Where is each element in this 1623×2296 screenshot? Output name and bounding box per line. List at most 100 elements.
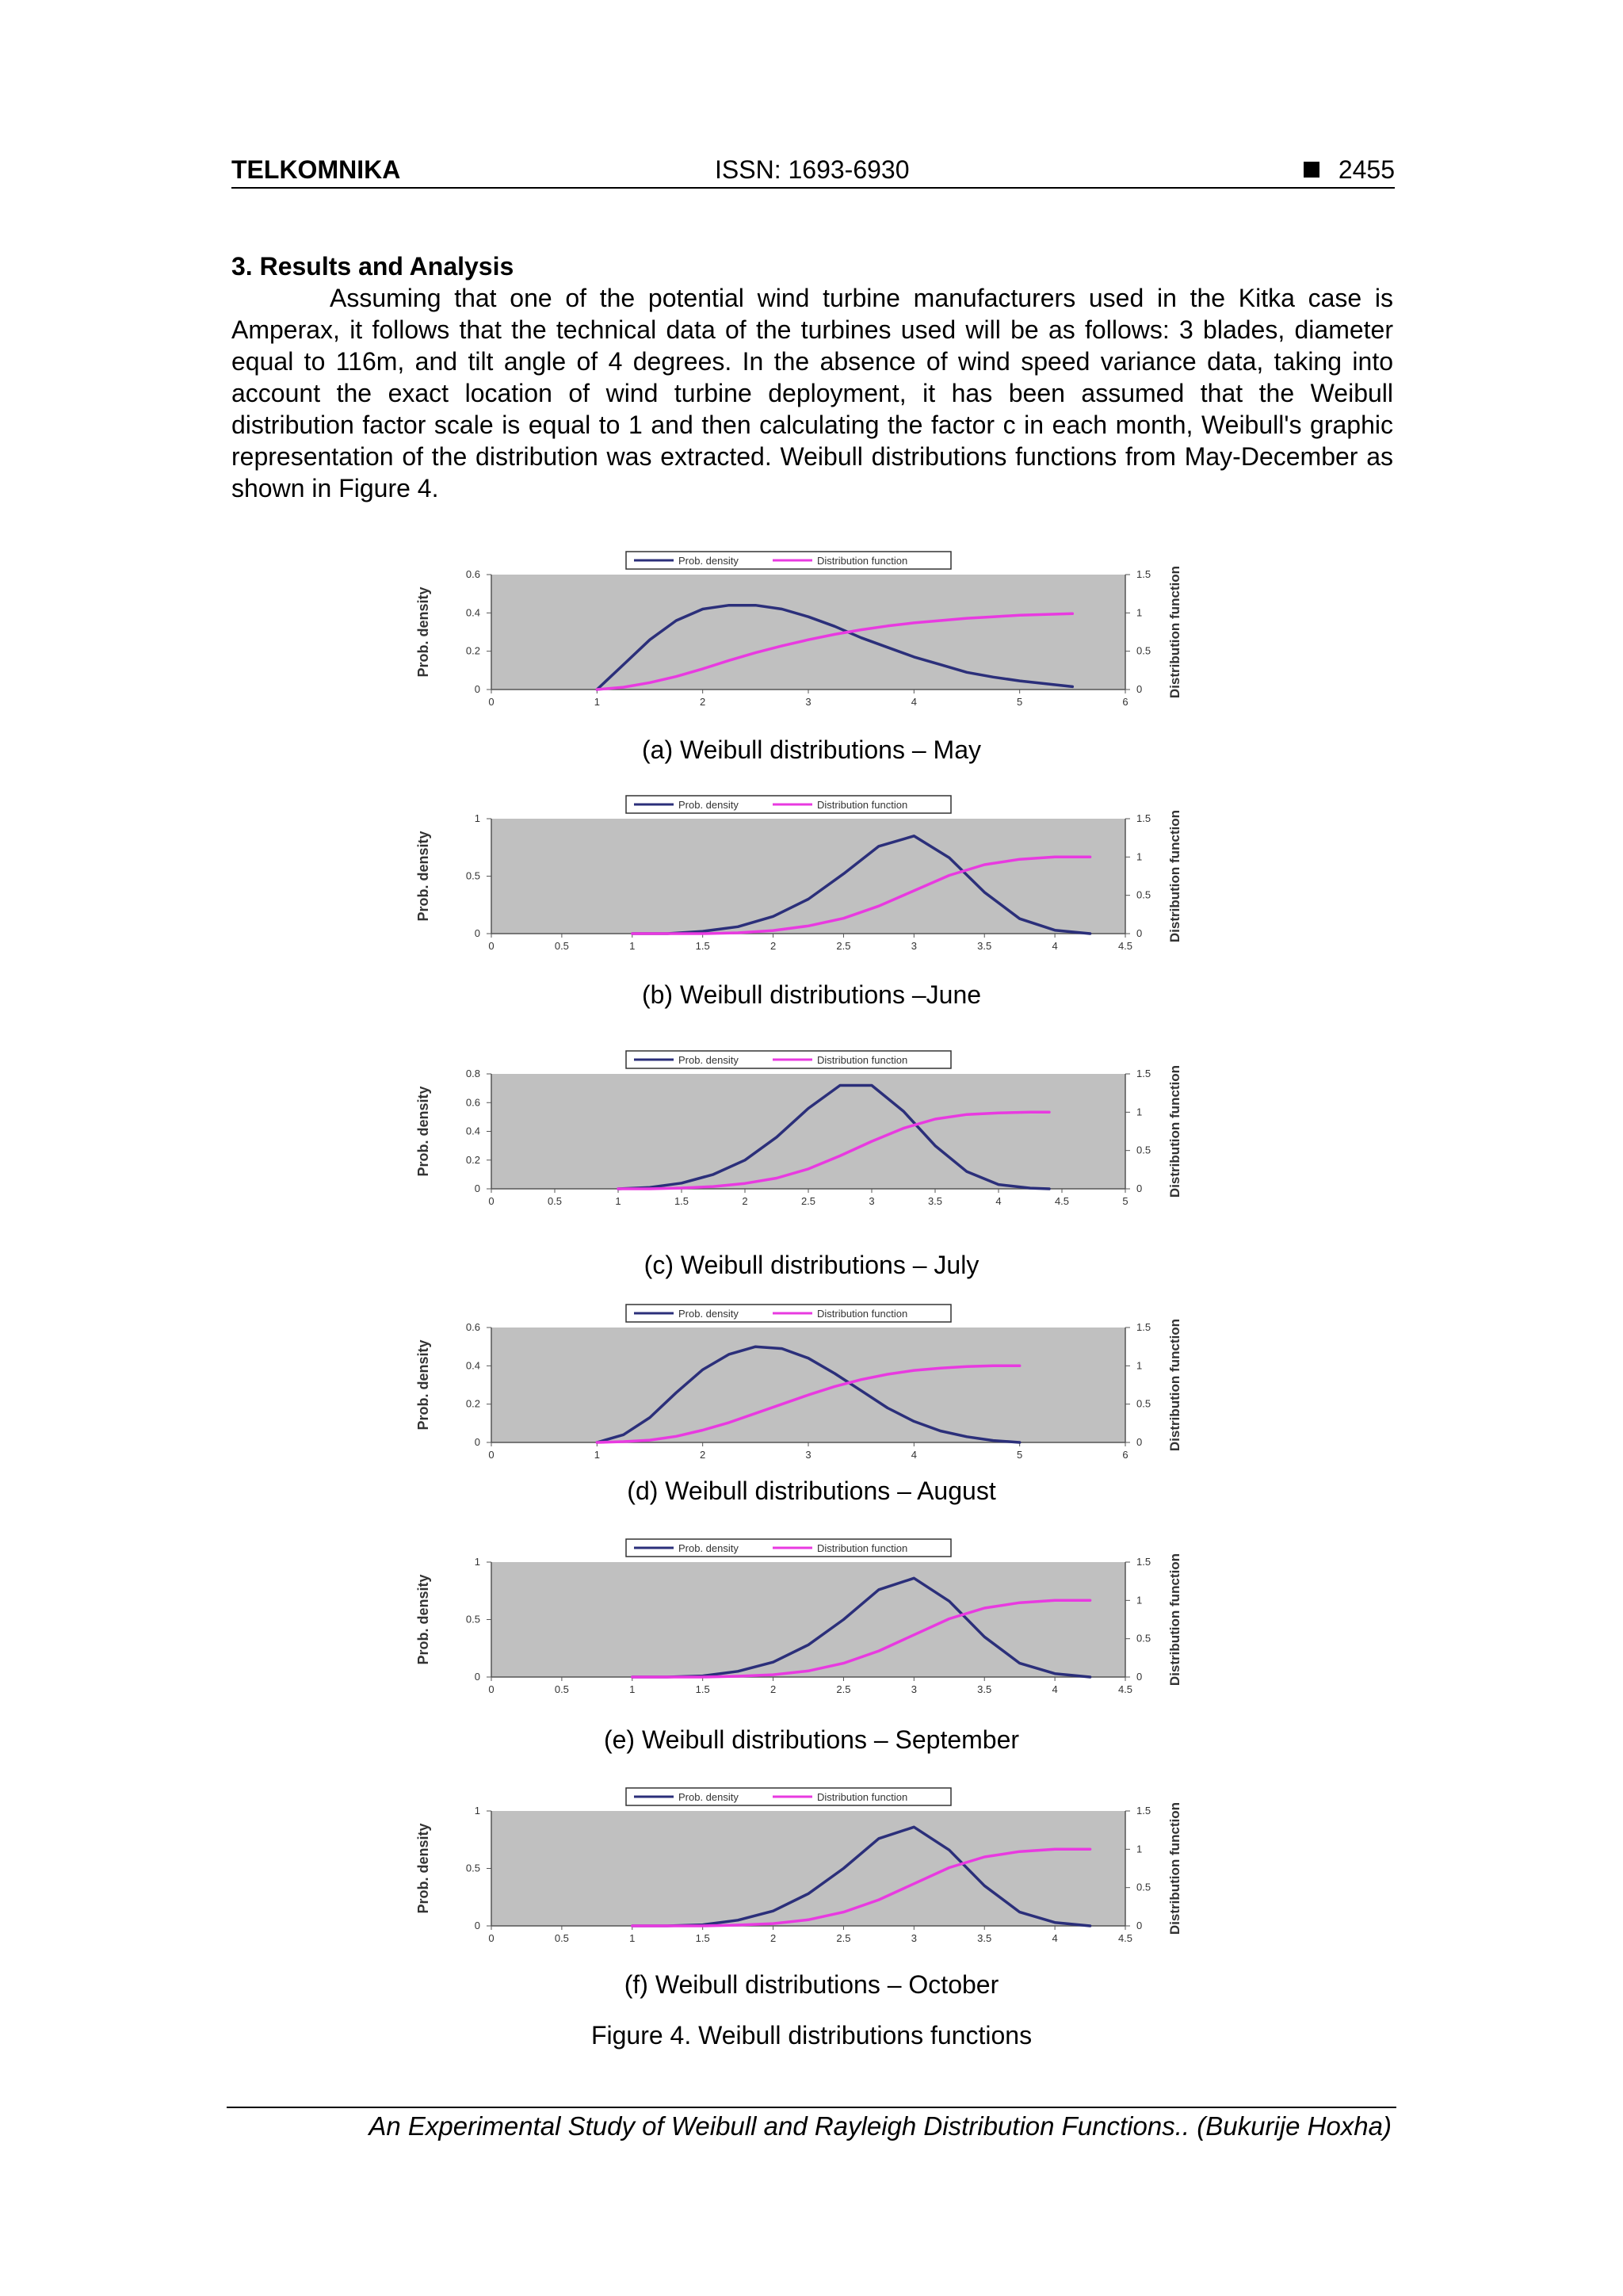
- series-line-prob-density: [631, 835, 1092, 935]
- issn: ISSN: 1693-6930: [715, 155, 910, 184]
- x-tick-label: 4.5: [1118, 1932, 1132, 1944]
- y2-tick-label: 1.5: [1136, 568, 1151, 580]
- y-tick-label: 0.8: [466, 1068, 480, 1079]
- y-tick-label: 0.6: [466, 1321, 480, 1333]
- x-tick-label: 3: [805, 696, 811, 708]
- y2-tick-label: 1.5: [1136, 812, 1151, 824]
- x-tick-label: 2: [742, 1195, 747, 1207]
- x-tick-label: 5: [1017, 1449, 1022, 1461]
- x-tick-label: 2: [770, 940, 776, 952]
- y2-tick-label: 0.5: [1136, 1881, 1151, 1893]
- y2-tick-label: 0: [1136, 1436, 1142, 1448]
- y-tick-label: 0: [475, 927, 480, 939]
- x-tick-label: 2: [700, 696, 705, 708]
- legend-label-density: Prob. density: [678, 1791, 739, 1803]
- y-tick-label: 1: [475, 1556, 480, 1568]
- x-tick-label: 4.5: [1118, 940, 1132, 952]
- y-tick-label: 0: [475, 1920, 480, 1931]
- journal-name: TELKOMNIKA: [231, 155, 401, 184]
- x-tick-label: 1.5: [674, 1195, 689, 1207]
- x-tick-label: 1: [629, 1932, 635, 1944]
- x-tick-label: 0: [488, 1195, 494, 1207]
- y-tick-label: 0.5: [466, 1862, 480, 1874]
- square-bullet-icon: [1303, 162, 1319, 178]
- caption-july: (c) Weibull distributions – July: [643, 1251, 980, 1279]
- y2-tick-label: 0.5: [1136, 1144, 1151, 1156]
- chart-june: 0 0.5 1 1.5 2 2.5 3 3.5 4 4.5 0 0.5 1 0 0.5 1 1.5 Prob. d…: [415, 795, 1182, 952]
- y-tick-label: 0.2: [466, 1398, 480, 1410]
- series-line-prob-density: [595, 1345, 1022, 1444]
- y-tick-label: 0: [475, 683, 480, 695]
- x-tick-label: 4: [1052, 940, 1057, 952]
- legend-label-distribution: Distribution function: [817, 1054, 907, 1066]
- x-tick-label: 3: [911, 940, 917, 952]
- y2-tick-label: 0.5: [1136, 645, 1151, 657]
- x-tick-label: 4: [1052, 1932, 1057, 1944]
- series-line-prob-density: [595, 603, 1075, 691]
- y-tick-label: 0.6: [466, 568, 480, 580]
- series-line-distribution-function: [595, 612, 1075, 691]
- paragraph-text: Assuming that one of the potential wind …: [231, 284, 1393, 502]
- y-axis-title: Prob. density: [415, 1574, 431, 1664]
- series-line-prob-density: [631, 1576, 1092, 1679]
- y-tick-label: 0.2: [466, 1154, 480, 1166]
- page-footer: An Experimental Study of Weibull and Ray…: [369, 2111, 1392, 2141]
- y-axis-title: Prob. density: [415, 1339, 431, 1430]
- legend-label-distribution: Distribution function: [817, 1308, 907, 1320]
- y-tick-label: 0: [475, 1182, 480, 1194]
- section-title: 3. Results and Analysis: [231, 252, 514, 281]
- chart-july: 0 0.5 1 1.5 2 2.5 3 3.5 4 4.5 500.20.40.60.800.511…: [415, 1050, 1182, 1207]
- x-tick-label: 1: [615, 1195, 621, 1207]
- x-tick-label: 0: [488, 696, 494, 708]
- x-tick-label: 0.5: [555, 1683, 569, 1695]
- x-tick-label: 6: [1122, 1449, 1128, 1461]
- y2-axis-title: Distribution function: [1167, 566, 1182, 698]
- y2-tick-label: 1.5: [1136, 1805, 1151, 1817]
- legend-label-density: Prob. density: [678, 1054, 739, 1066]
- legend-label-distribution: Distribution function: [817, 1791, 907, 1803]
- x-tick-label: 2.5: [801, 1195, 815, 1207]
- plot-area: [491, 1328, 1125, 1442]
- legend-label-density: Prob. density: [678, 1308, 739, 1320]
- plot-area: [491, 1562, 1125, 1677]
- plot-area: [491, 1811, 1125, 1926]
- series-line-distribution-function: [631, 1847, 1092, 1927]
- page-number-group: 2455: [1303, 155, 1395, 185]
- x-tick-label: 4: [911, 696, 917, 708]
- body-paragraph: Assuming that one of the potential wind …: [231, 282, 1393, 504]
- x-tick-label: 3.5: [928, 1195, 942, 1207]
- x-tick-label: 3.5: [977, 1932, 991, 1944]
- legend-label-distribution: Distribution function: [817, 1542, 907, 1554]
- x-tick-label: 3: [805, 1449, 811, 1461]
- series-line-distribution-function: [595, 1364, 1022, 1444]
- x-tick-label: 4: [1052, 1683, 1057, 1695]
- y-tick-label: 0.2: [466, 645, 480, 657]
- x-tick-label: 4: [911, 1449, 917, 1461]
- x-tick-label: 1.5: [696, 940, 710, 952]
- x-tick-label: 0: [488, 940, 494, 952]
- y2-axis-title: Distribution function: [1167, 1802, 1182, 1935]
- y-tick-label: 0.6: [466, 1096, 480, 1108]
- x-tick-label: 1.5: [696, 1932, 710, 1944]
- y-axis-title: Prob. density: [415, 586, 431, 677]
- page-number: 2455: [1338, 155, 1395, 184]
- series-line-prob-density: [631, 1825, 1092, 1927]
- x-tick-label: 3.5: [977, 1683, 991, 1695]
- x-tick-label: 5: [1122, 1195, 1128, 1207]
- caption-august: (d) Weibull distributions – August: [627, 1477, 996, 1505]
- y2-tick-label: 0.5: [1136, 1633, 1151, 1645]
- y2-tick-label: 1: [1136, 850, 1142, 862]
- legend-label-density: Prob. density: [678, 555, 739, 567]
- x-tick-label: 1: [629, 940, 635, 952]
- x-tick-label: 0.5: [548, 1195, 562, 1207]
- x-tick-label: 0.5: [555, 940, 569, 952]
- x-tick-label: 1.5: [696, 1683, 710, 1695]
- y-tick-label: 0: [475, 1671, 480, 1683]
- x-tick-label: 1: [629, 1683, 635, 1695]
- y2-tick-label: 1.5: [1136, 1068, 1151, 1079]
- figure-caption: Figure 4. Weibull distributions function…: [590, 2021, 1033, 2050]
- y-tick-label: 0.4: [466, 1359, 480, 1371]
- chart-october: 0 0.5 1 1.5 2 2.5 3 3.5 4 4.5 0 0.5 1 0 0.5 1 1.5 Prob. d…: [415, 1787, 1182, 1944]
